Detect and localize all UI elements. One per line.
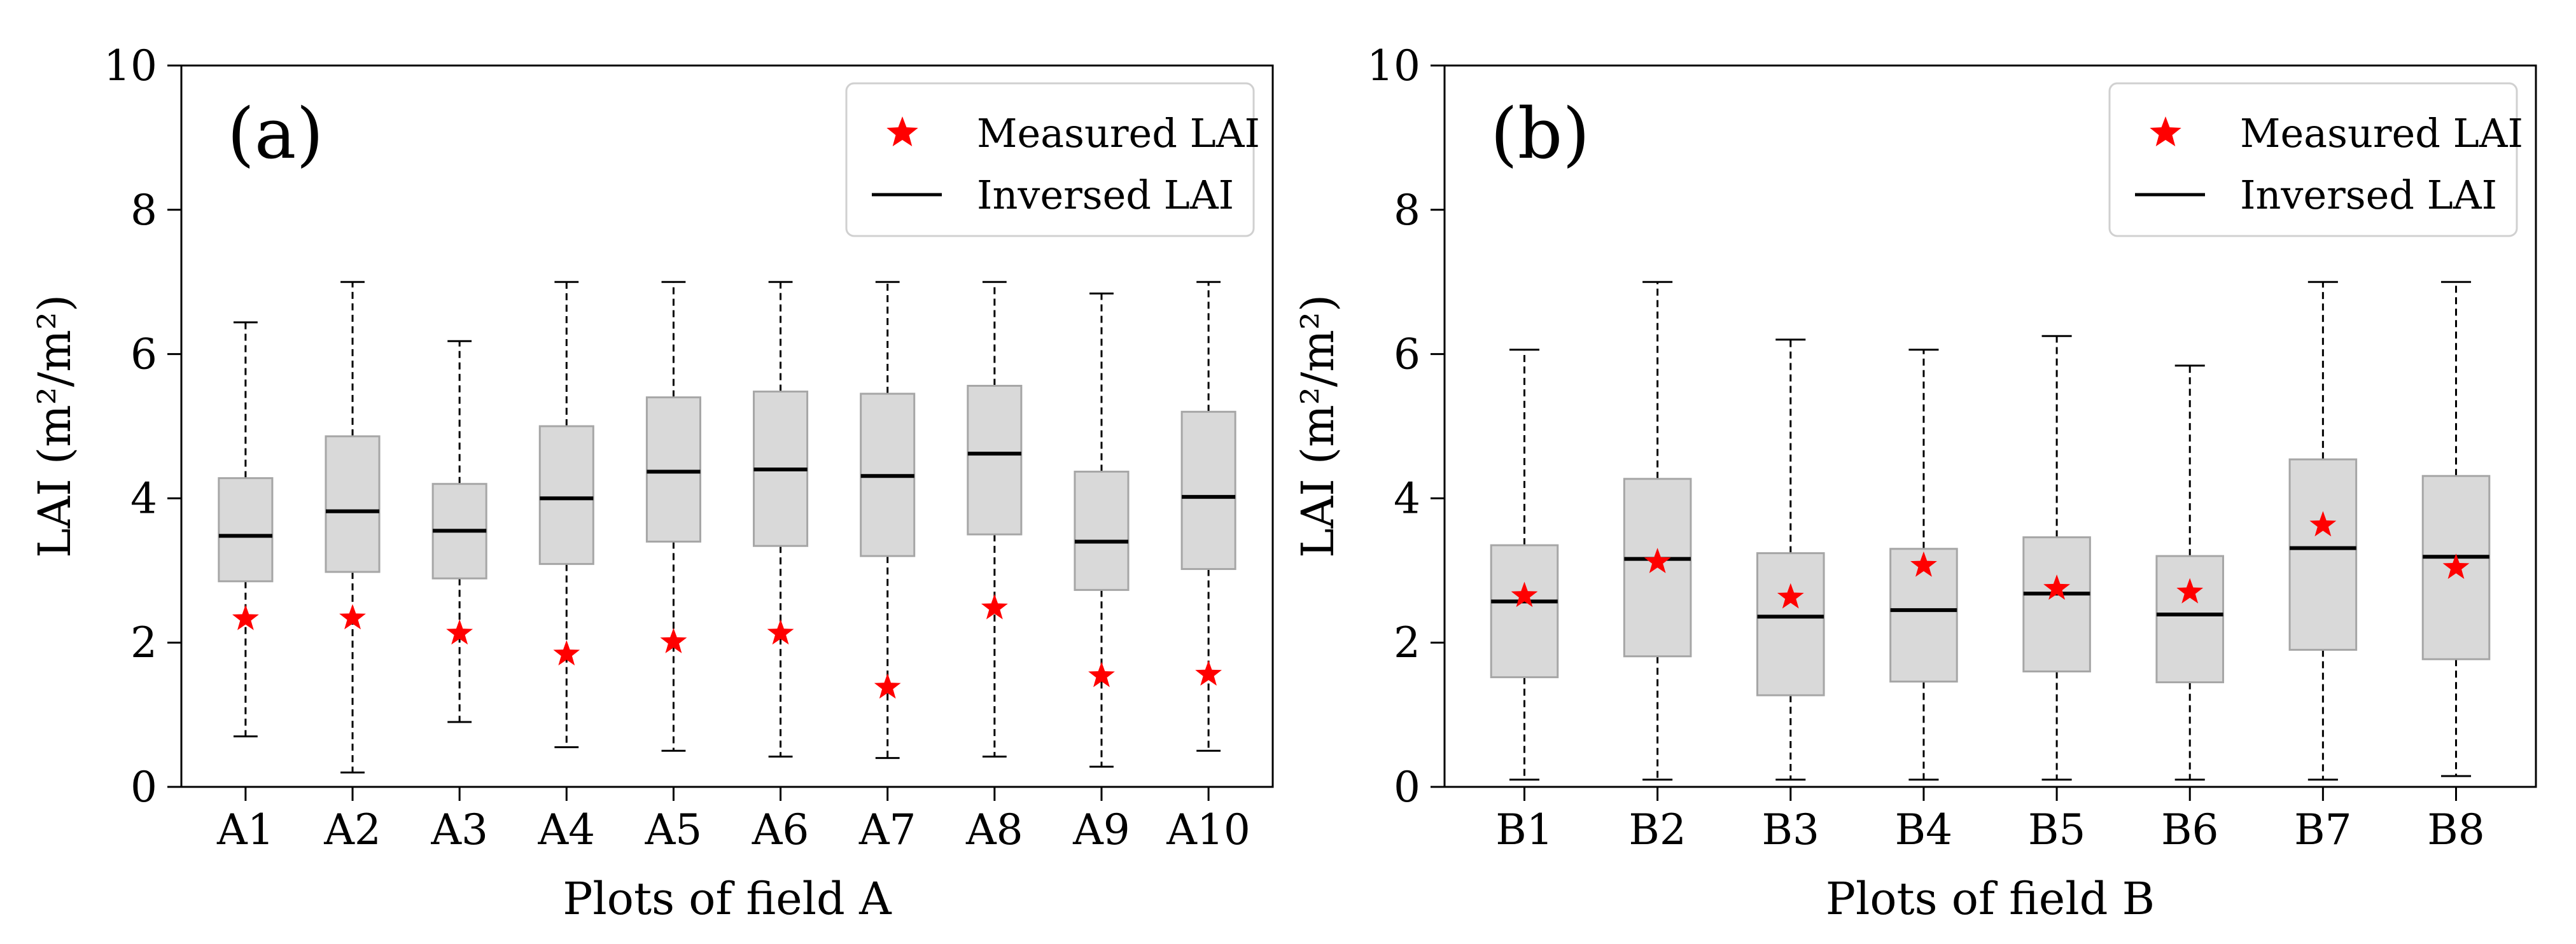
- iqr-box: [2022, 536, 2091, 673]
- legend-inversed-label: Inversed LAI: [977, 172, 1234, 218]
- measured-marker: [1088, 662, 1115, 688]
- x-tick-label: B7: [2294, 805, 2352, 854]
- x-tick-label: B4: [1895, 805, 1953, 854]
- y-tick-label: 0: [1394, 763, 1420, 812]
- measured-marker: [874, 673, 901, 699]
- y-tick-label: 10: [1367, 41, 1420, 90]
- panel-label: (b): [1490, 93, 1590, 174]
- y-tick-label: 6: [1394, 330, 1420, 379]
- x-tick-label: A7: [858, 805, 916, 854]
- iqr-box: [538, 425, 594, 566]
- legend-measured-label: Measured LAI: [2240, 110, 2523, 156]
- x-axis-label: Plots of field A: [563, 873, 892, 925]
- plot-area: [180, 64, 1274, 788]
- y-tick-label: 2: [130, 618, 157, 667]
- y-tick-label: 8: [130, 186, 157, 235]
- iqr-box: [2421, 475, 2491, 660]
- iqr-box: [218, 477, 274, 583]
- x-tick-label: A8: [965, 805, 1023, 854]
- iqr-box: [2288, 458, 2358, 651]
- iqr-box: [1756, 552, 1825, 697]
- y-tick-label: 4: [1394, 474, 1420, 523]
- measured-marker: [1777, 583, 1804, 609]
- x-tick-label: A10: [1166, 805, 1250, 854]
- measured-marker: [339, 604, 366, 630]
- legend-measured-label: Measured LAI: [977, 110, 1260, 156]
- measured-marker: [1910, 551, 1937, 577]
- iqr-box: [1074, 470, 1130, 591]
- x-tick-label: A9: [1072, 805, 1130, 854]
- x-tick-label: B5: [2028, 805, 2086, 854]
- y-axis-label: LAI (m²/m²): [1292, 295, 1344, 558]
- iqr-box: [1623, 478, 1692, 658]
- y-tick-label: 10: [104, 41, 157, 90]
- measured-marker: [553, 640, 580, 666]
- x-axis-label: Plots of field B: [1826, 873, 2155, 925]
- measured-marker: [1644, 548, 1671, 573]
- x-tick-label: A2: [323, 805, 381, 854]
- y-tick-label: 4: [130, 474, 157, 523]
- legend-box: [845, 82, 1255, 237]
- measured-marker: [2176, 578, 2204, 604]
- y-tick-label: 8: [1394, 186, 1420, 235]
- x-tick-label: A1: [216, 805, 274, 854]
- measured-marker: [660, 628, 687, 653]
- measured-marker: [767, 619, 794, 645]
- measured-marker: [2043, 574, 2070, 600]
- panel-label: (a): [227, 93, 323, 174]
- iqr-box: [1180, 410, 1236, 571]
- y-tick-label: 0: [130, 763, 157, 812]
- iqr-box: [325, 435, 381, 573]
- x-tick-label: A6: [752, 805, 809, 854]
- iqr-box: [967, 384, 1023, 536]
- iqr-box: [2155, 555, 2225, 684]
- x-tick-label: B1: [1495, 805, 1553, 854]
- x-tick-label: A3: [430, 805, 488, 854]
- x-tick-label: B6: [2161, 805, 2219, 854]
- iqr-box: [645, 396, 701, 543]
- x-tick-label: A4: [537, 805, 595, 854]
- panel-b: 0 2 4 6 8 10 LAI (m²/m²) Plots of field B (b) B1 B…: [1292, 41, 2537, 925]
- iqr-box: [1490, 544, 1559, 679]
- measured-marker: [981, 593, 1008, 620]
- x-tick-label: B8: [2427, 805, 2485, 854]
- y-tick-label: 6: [130, 330, 157, 379]
- measured-marker: [232, 604, 259, 630]
- measured-marker: [2442, 553, 2470, 580]
- measured-marker: [1195, 660, 1222, 686]
- x-tick-label: B3: [1762, 805, 1820, 854]
- plot-area: [1443, 64, 2537, 788]
- measured-marker: [1511, 581, 1538, 607]
- legend-box: [2108, 82, 2518, 237]
- y-axis-label: LAI (m²/m²): [29, 295, 81, 558]
- x-tick-label: A5: [645, 805, 703, 854]
- x-tick-label: B2: [1628, 805, 1686, 854]
- panel-a: 0 2 4 6 8 10 LAI (m²/m²) Plots of field A (a) A1 A…: [29, 41, 1274, 925]
- legend-measured-marker: [886, 116, 918, 146]
- legend-inversed-label: Inversed LAI: [2240, 172, 2497, 218]
- measured-marker: [2309, 511, 2337, 537]
- legend-measured-marker: [2150, 116, 2181, 146]
- measured-marker: [446, 619, 473, 645]
- y-tick-label: 2: [1394, 618, 1420, 667]
